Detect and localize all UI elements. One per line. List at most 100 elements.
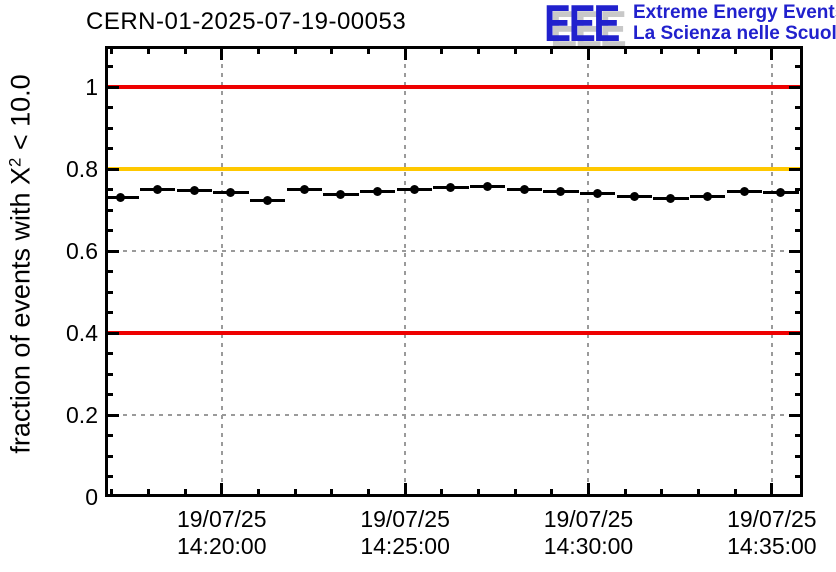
- x-tick-bottom: [770, 483, 774, 497]
- y-tick-left: [105, 188, 113, 191]
- x-tick-label: 19/07/25 14:20:00: [147, 506, 297, 560]
- x-tick-top: [623, 46, 627, 54]
- y-tick-right: [795, 270, 803, 273]
- y-tick-left: [105, 229, 113, 232]
- y-tick-left: [105, 270, 113, 273]
- x-tick-bottom: [513, 489, 517, 497]
- data-point: [739, 186, 749, 196]
- x-tick-top: [440, 46, 444, 54]
- y-tick-left: [105, 311, 113, 314]
- data-point: [446, 182, 456, 192]
- y-tick-left: [105, 372, 113, 376]
- y-tick-left: [105, 85, 119, 89]
- y-tick-right: [789, 413, 803, 417]
- data-point: [336, 189, 346, 199]
- x-tick-bottom: [256, 489, 260, 497]
- v-gridline: [587, 46, 590, 497]
- y-tick-right: [789, 249, 803, 253]
- data-point: [519, 185, 529, 195]
- x-tick-top: [696, 46, 700, 54]
- eee-logo-line2: La Scienza nelle Scuole: [633, 23, 836, 44]
- y-tick-right: [795, 290, 803, 294]
- x-tick-top: [220, 46, 224, 60]
- reference-line: [105, 167, 803, 171]
- data-point: [226, 188, 236, 198]
- x-tick-date: 19/07/25: [360, 506, 450, 532]
- x-tick-bottom: [550, 489, 554, 497]
- x-tick-bottom: [476, 489, 480, 497]
- x-tick-bottom: [623, 489, 627, 497]
- y-tick-label: 0: [85, 484, 98, 510]
- y-tick-right: [795, 372, 803, 376]
- y-tick-right: [789, 331, 803, 335]
- x-tick-bottom: [440, 489, 444, 497]
- x-tick-bottom: [146, 489, 150, 497]
- x-tick-bottom: [696, 489, 700, 497]
- y-tick-right: [789, 495, 803, 497]
- x-tick-label: 19/07/25 14:25:00: [330, 506, 480, 560]
- data-point: [666, 193, 676, 203]
- y-tick-left: [105, 434, 113, 437]
- data-point: [373, 187, 383, 197]
- frame-top: [105, 46, 803, 49]
- data-point: [483, 181, 493, 191]
- y-tick-label: 0.6: [66, 238, 98, 264]
- x-tick-bottom: [403, 483, 407, 497]
- y-tick-right: [795, 454, 803, 458]
- x-tick-bottom: [660, 489, 664, 497]
- y-tick-right: [789, 167, 803, 171]
- y-tick-right: [795, 311, 803, 314]
- v-gridline: [220, 46, 223, 497]
- y-tick-left: [105, 147, 113, 150]
- data-point: [703, 191, 713, 201]
- x-tick-label: 19/07/25 14:30:00: [513, 506, 663, 560]
- y-tick-label: 0.2: [66, 402, 98, 428]
- x-tick-time: 14:35:00: [727, 533, 817, 559]
- x-tick-top: [660, 46, 664, 54]
- x-tick-label: 19/07/25 14:35:00: [697, 506, 836, 560]
- v-gridline: [404, 46, 407, 497]
- reference-line: [105, 85, 803, 89]
- x-tick-top: [770, 46, 774, 60]
- y-tick-right: [795, 188, 803, 191]
- x-tick-top: [110, 46, 114, 54]
- x-tick-bottom: [366, 489, 370, 497]
- y-tick-left: [105, 393, 113, 396]
- v-gridline: [770, 46, 773, 497]
- y-tick-right: [789, 85, 803, 89]
- data-point: [409, 185, 419, 195]
- plot-frame: [105, 46, 803, 497]
- x-tick-date: 19/07/25: [176, 506, 267, 532]
- y-tick-left: [105, 65, 113, 68]
- data-point: [629, 191, 639, 201]
- y-tick-right: [795, 393, 803, 396]
- x-tick-time: 14:20:00: [176, 533, 267, 559]
- eee-logo-letters: EEE: [544, 0, 620, 53]
- y-tick-right: [795, 229, 803, 232]
- data-point: [299, 185, 309, 194]
- y-tick-left: [105, 208, 113, 212]
- y-tick-left: [105, 454, 113, 458]
- data-point: [116, 193, 126, 203]
- h-gridline: [105, 250, 803, 252]
- y-tick-left: [105, 249, 119, 253]
- x-tick-bottom: [220, 483, 224, 497]
- x-tick-top: [403, 46, 407, 60]
- x-tick-time: 14:25:00: [360, 533, 450, 559]
- data-point: [263, 196, 273, 206]
- y-tick-left: [105, 126, 113, 130]
- y-tick-label: 1: [85, 74, 98, 100]
- x-tick-top: [146, 46, 150, 54]
- chart-title: CERN-01-2025-07-19-00053: [86, 8, 407, 35]
- y-tick-label: 0.8: [66, 156, 98, 182]
- x-tick-bottom: [586, 483, 590, 497]
- y-tick-left: [105, 495, 119, 497]
- y-tick-label: 0.4: [66, 320, 98, 346]
- x-tick-top: [550, 46, 554, 54]
- y-tick-right: [795, 208, 803, 212]
- data-point: [776, 188, 786, 198]
- frame-bottom: [105, 494, 803, 497]
- x-tick-top: [183, 46, 187, 54]
- x-tick-top: [256, 46, 260, 54]
- y-tick-left: [105, 475, 113, 478]
